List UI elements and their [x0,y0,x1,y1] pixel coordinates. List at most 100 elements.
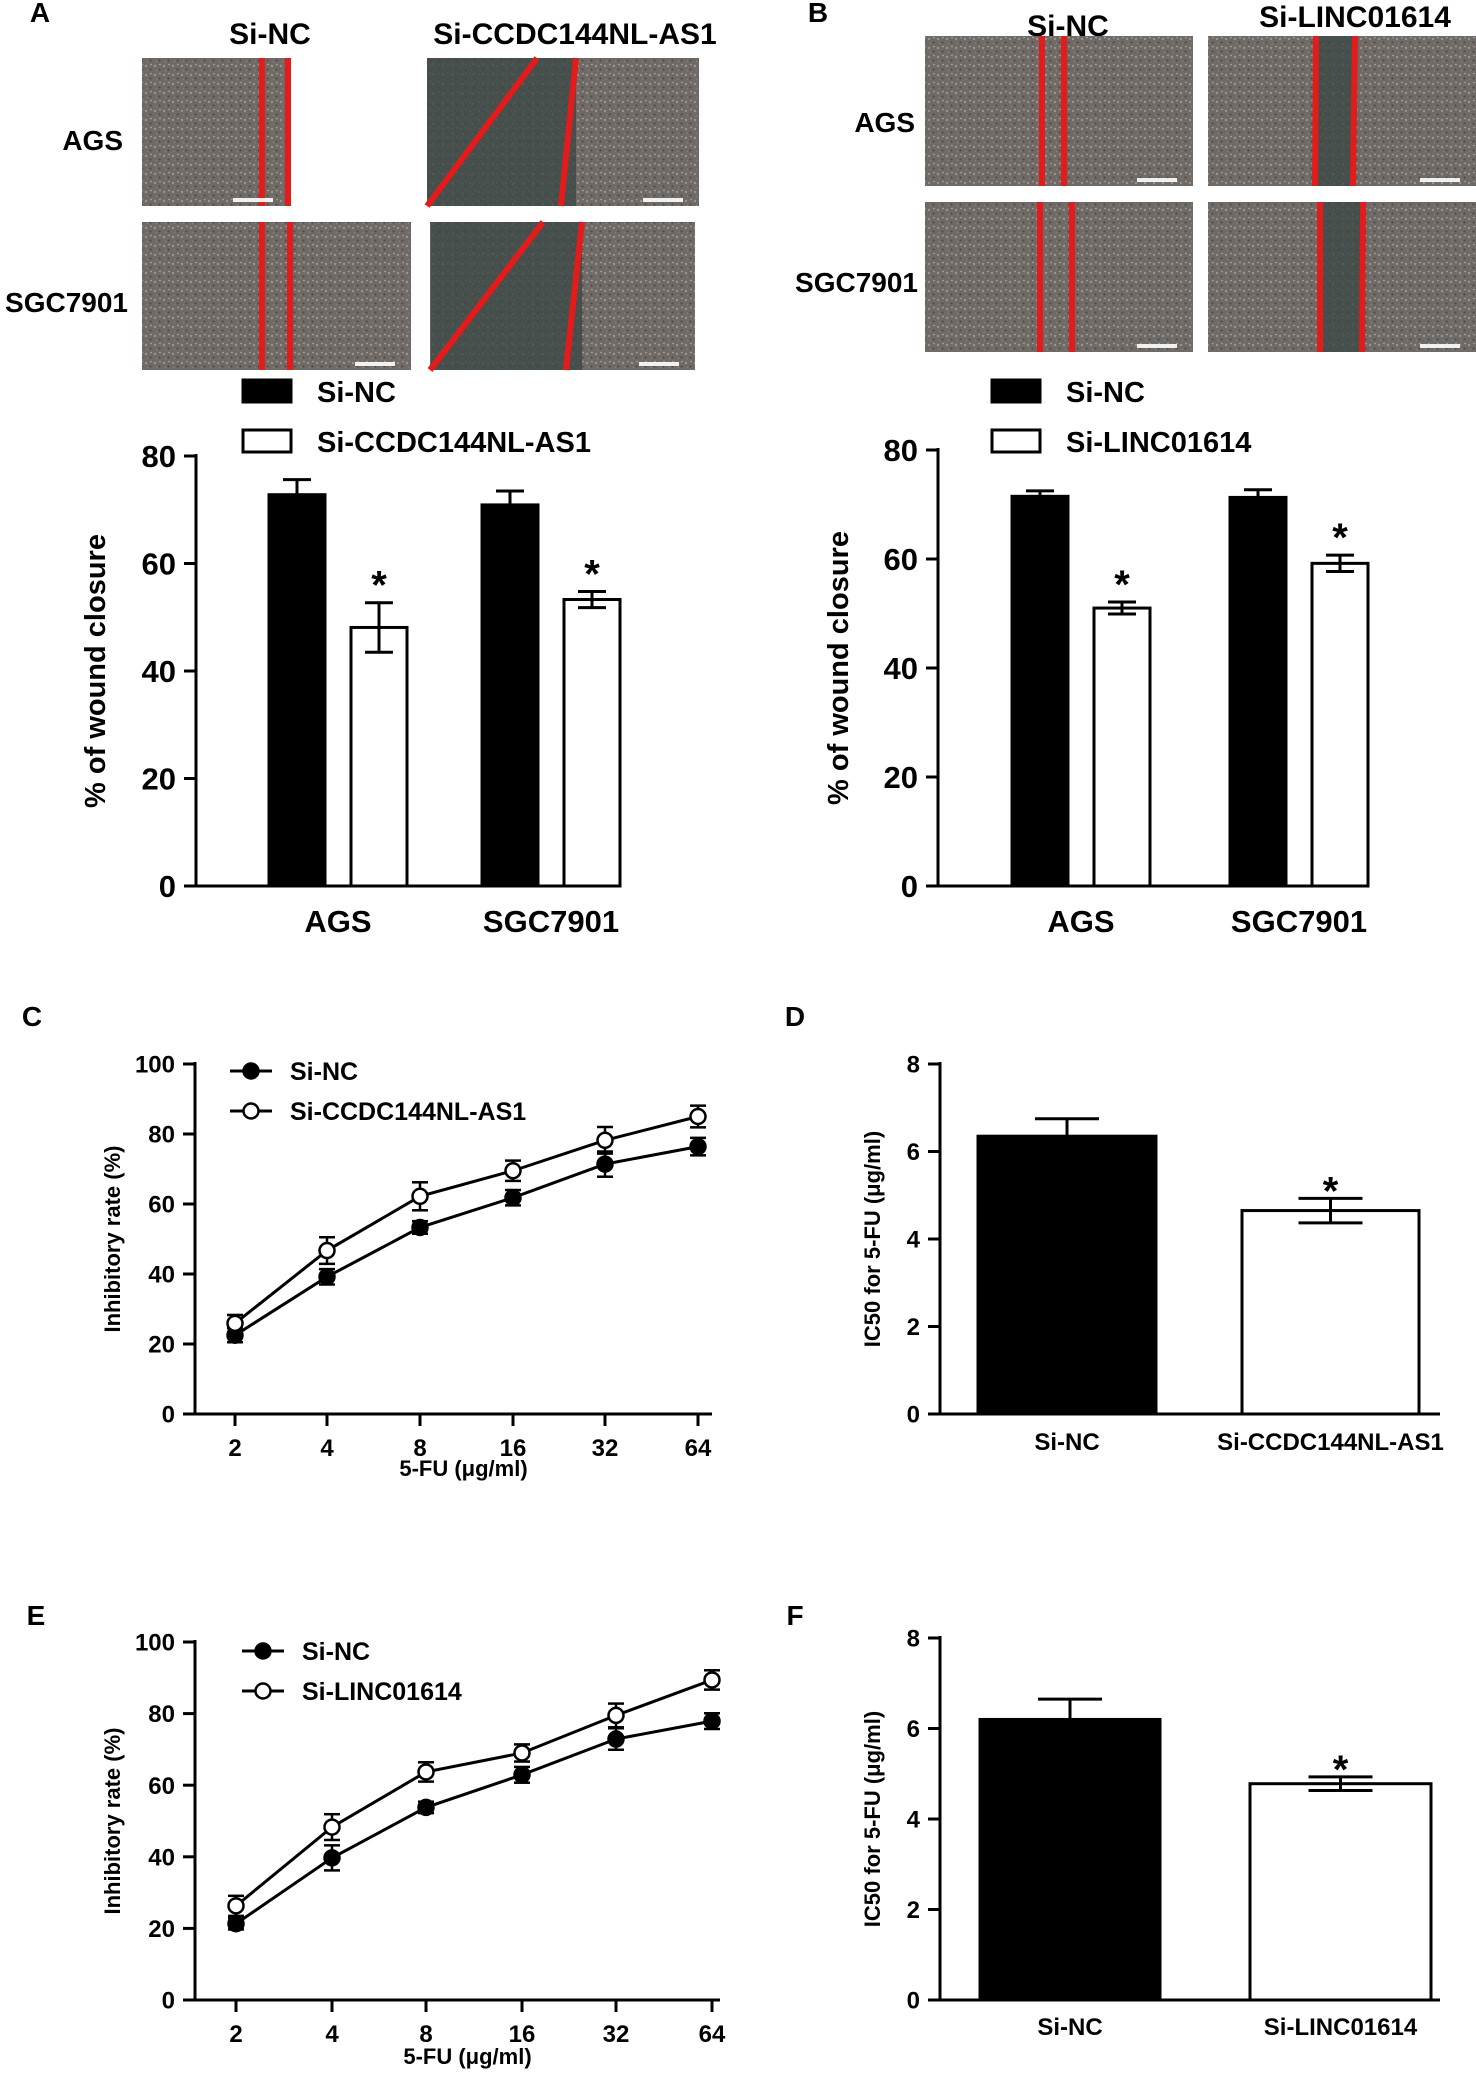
y-tick-label: 20 [142,762,176,797]
legend-label: Si-LINC01614 [1066,427,1251,459]
scale-bar [1137,344,1177,348]
data-point [607,1730,625,1748]
bar [1240,1209,1421,1416]
x-tick-label: 8 [413,1435,426,1462]
y-tick-label: 20 [148,1332,175,1359]
significance-marker: * [1114,563,1130,607]
x-tick-label: 16 [509,2021,536,2048]
scale-bar [355,362,395,366]
micrograph-texture [142,58,289,206]
data-point [703,1712,721,1730]
micrograph-texture [925,202,1193,352]
x-tick-label: 64 [685,1435,712,1462]
legend-swatch [241,378,293,404]
x-category-label: Si-LINC01614 [1264,2014,1418,2041]
micrograph-texture [925,36,1193,186]
column-label: Si-LINC01614 [1259,1,1451,34]
x-tick-label: 64 [699,2021,726,2048]
micrograph-texture [142,222,411,370]
scratch-edge-line [1359,201,1366,353]
legend-label: Si-NC [290,1058,358,1086]
series-line [235,1678,713,1908]
legend-marker [242,1062,260,1080]
data-point [689,1137,707,1156]
series-line [235,1719,713,1925]
x-category-label: SGC7901 [483,904,619,939]
bar [562,598,622,888]
panel-letter: E [27,1600,46,1631]
y-tick-label: 0 [907,1988,920,2015]
bar [1010,494,1070,888]
x-tick-label: 4 [325,2021,339,2048]
legend-label: Si-NC [317,377,396,409]
data-point [227,1897,245,1915]
data-point [703,1671,721,1689]
data-point [417,1763,435,1781]
legend-label: Si-CCDC144NL-AS1 [290,1098,526,1126]
x-tick-label: 8 [419,2021,432,2048]
bar-chart-B: 0 20 40 60 80 % of wound closure Si-NC Si-LINC0… [823,377,1370,939]
scratch-edge-line [424,56,540,208]
x-category-label: Si-CCDC144NL-AS1 [1217,1429,1444,1456]
row-label: AGS [62,125,123,156]
data-point [607,1706,625,1725]
y-tick-label: 6 [907,1139,920,1166]
data-point [411,1218,429,1237]
legend-label: Si-NC [1066,377,1145,409]
micrograph-image [1208,35,1476,187]
row-label: SGC7901 [795,267,918,298]
bar [1228,495,1288,888]
y-tick-label: 60 [148,1773,175,1800]
line-chart-E: 0 20 40 60 80 100 Inhibitory rate (%) 2 4 8 16 32 64… [100,1630,726,2069]
data-point [504,1162,522,1180]
bar [978,1717,1162,2002]
y-tick-label: 6 [907,1716,920,1743]
scale-bar [1420,344,1460,348]
data-point [596,1131,614,1150]
panel-letter: B [808,0,828,28]
panel-letter: C [22,1001,42,1032]
scratch-edge-line [1350,35,1358,187]
x-category-label: AGS [1047,904,1114,939]
legend-label: Si-LINC01614 [302,1678,462,1706]
data-point [226,1314,244,1333]
bar [1310,561,1370,888]
y-tick-label: 80 [884,433,918,468]
data-point [411,1187,429,1206]
y-tick-label: 4 [907,1227,921,1254]
micrograph-image [142,58,291,206]
y-tick-label: 2 [907,1314,920,1341]
panel-letter: F [786,1600,803,1631]
row-label: SGC7901 [5,287,128,318]
x-tick-label: 4 [320,1435,334,1462]
x-tick-label: 2 [229,2021,242,2048]
x-axis-label: 5-FU (μg/ml) [399,1456,527,1481]
scratch-edge-line [427,220,546,372]
panel-letter: D [785,1001,805,1032]
data-point [417,1798,435,1817]
y-tick-label: 0 [162,1402,175,1429]
y-tick-label: 0 [901,869,918,904]
y-tick-label: 2 [907,1897,920,1924]
y-tick-label: 8 [907,1626,920,1653]
y-tick-label: 80 [148,1701,175,1728]
y-tick-label: 4 [907,1807,921,1834]
micrograph-image [925,36,1193,186]
data-point [318,1268,336,1286]
y-tick-label: 60 [884,542,918,577]
y-tick-label: 0 [162,1988,175,2015]
micrograph-image [142,222,411,370]
y-tick-label: 0 [907,1402,920,1429]
line-chart-C: 0 20 40 60 80 100 Inhibitory rate (%) 2 4 8 16 32 64… [100,1052,712,1481]
micrograph-image [1208,201,1476,353]
legend-marker [242,1102,260,1120]
x-axis-label: 5-FU (μg/ml) [403,2044,531,2069]
series-line [234,1115,699,1325]
significance-marker: * [1332,516,1348,560]
scale-bar [1137,178,1177,182]
x-category-label: Si-NC [1037,2014,1102,2041]
y-axis-label: Inhibitory rate (%) [100,1727,125,1914]
scale-bar [643,198,683,202]
scratch-edge-line [563,221,585,371]
